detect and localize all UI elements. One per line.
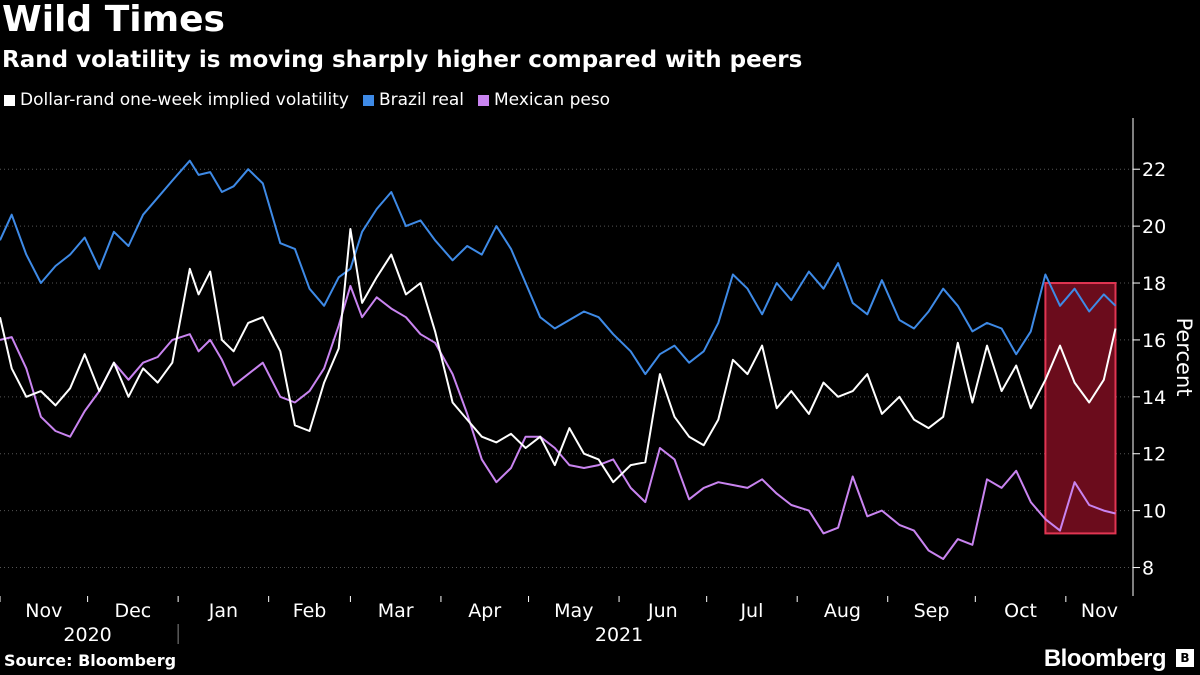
bloomberg-logo: Bloomberg <box>1043 645 1167 672</box>
y-tick-label: 12 <box>1142 444 1166 466</box>
legend-swatch-brazil <box>362 94 374 106</box>
x-tick-label: Jan <box>208 600 238 622</box>
y-tick-label: 18 <box>1142 273 1166 295</box>
chart-title: Wild Times <box>2 0 225 40</box>
x-tick-label: Oct <box>1004 600 1037 622</box>
year-label: 2021 <box>595 624 643 646</box>
x-tick-label: Feb <box>293 600 327 622</box>
legend-swatch-mexico <box>478 94 490 106</box>
y-tick-label: 22 <box>1142 159 1166 181</box>
legend-item-mexico: Mexican peso <box>478 90 610 110</box>
x-tick-label: Jul <box>739 600 763 622</box>
x-tick-label: Nov <box>25 600 62 622</box>
highlight-box <box>1044 282 1117 535</box>
x-tick-label: Sep <box>914 600 950 622</box>
y-tick-label: 20 <box>1142 216 1166 238</box>
bloomberg-mark-icon: B <box>1176 649 1194 667</box>
x-tick-label: Jun <box>647 600 678 622</box>
legend-label-brazil: Brazil real <box>378 90 465 110</box>
rand-volatility-line <box>0 228 1117 484</box>
source-note: Source: Bloomberg <box>4 651 177 670</box>
legend-label-mexico: Mexican peso <box>494 90 611 110</box>
legend-label-rand: Dollar-rand one-week implied volatility <box>20 90 349 110</box>
brazil-real-line <box>0 159 1117 376</box>
y-tick-label: 10 <box>1142 501 1166 523</box>
legend-swatch-rand <box>4 94 15 106</box>
x-tick-label: Nov <box>1081 600 1118 622</box>
chart-subtitle: Rand volatility is moving sharply higher… <box>2 47 803 73</box>
y-tick-label: 16 <box>1142 330 1166 352</box>
x-tick-label: Aug <box>824 600 861 622</box>
y-tick-label: 8 <box>1142 558 1154 580</box>
legend: Dollar-rand one-week implied volatility … <box>4 89 624 111</box>
x-tick-label: May <box>554 600 593 622</box>
legend-item-rand: Dollar-rand one-week implied volatility <box>4 90 349 110</box>
legend-item-brazil: Brazil real <box>362 90 465 110</box>
x-tick-label: Dec <box>114 600 151 622</box>
mexican-peso-line <box>0 284 1116 560</box>
y-tick-label: 14 <box>1142 387 1166 409</box>
year-label: 2020 <box>63 624 111 646</box>
x-tick-label: Mar <box>378 600 414 622</box>
x-tick-label: Apr <box>468 600 501 622</box>
y-axis-label: Percent <box>1172 317 1196 396</box>
